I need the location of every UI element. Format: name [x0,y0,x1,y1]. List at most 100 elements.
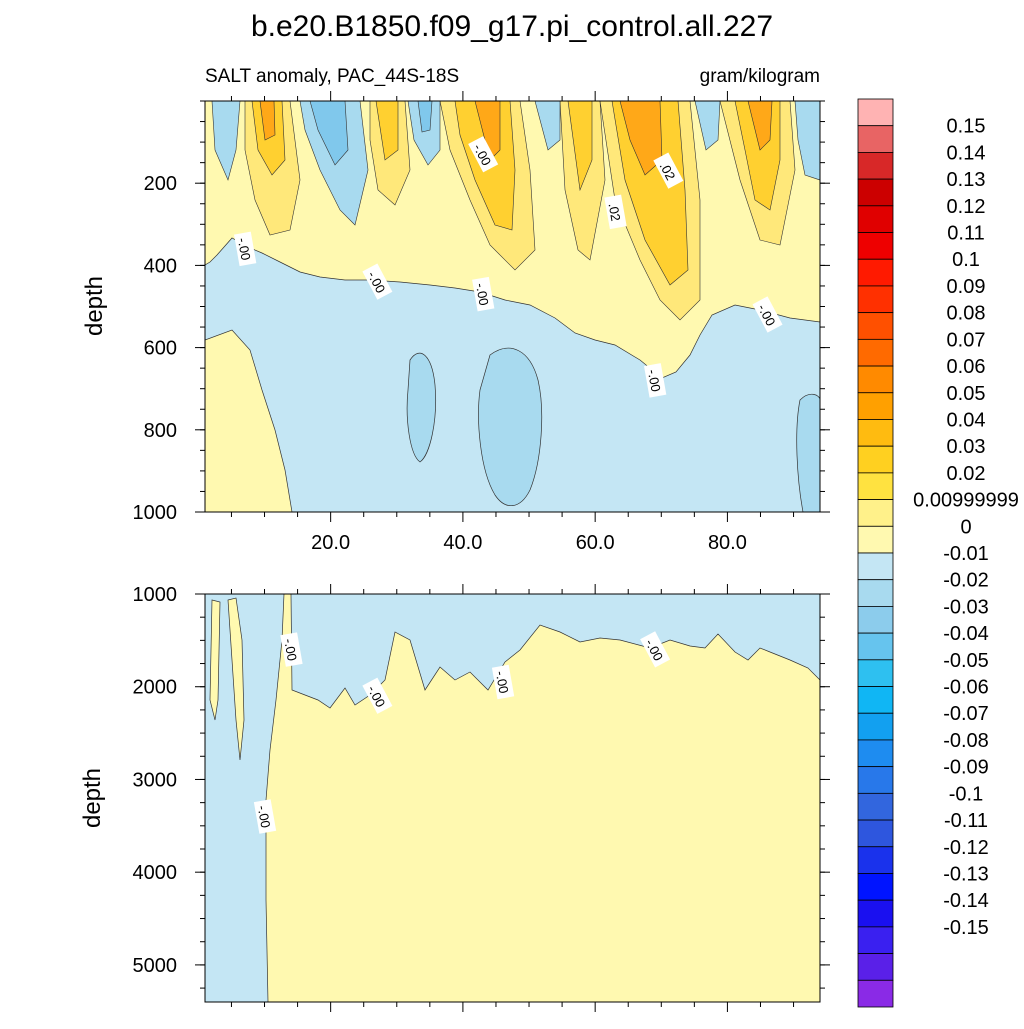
colorbar-label: 0.15 [947,116,986,138]
contour-label-text: .02 [606,202,624,222]
y-tick-label: 5000 [133,955,178,977]
colorbar-swatch [857,953,894,981]
colorbar-label: 0.09 [947,276,986,298]
colorbar-label: -0.13 [943,863,989,885]
colorbar-swatch [857,873,894,901]
y-tick-label: 3000 [133,769,178,791]
lower-negative-region [205,594,820,1002]
contour-label-box [640,631,671,668]
y-tick-label: 1000 [133,502,178,524]
upper-ylabel: depth [81,276,108,336]
contour-label: -.00 [234,231,257,267]
colorbar-label: -0.15 [943,917,989,939]
lower-contour-field [205,594,820,1002]
subtitle-left: SALT anomaly, PAC_44S-18S [205,66,459,87]
y-tick-label: 400 [144,255,177,277]
colorbar-label: -0.09 [943,757,989,779]
upper-west-positive [205,329,293,512]
contour-label-text: -.00 [473,282,492,307]
contour-label: .02 [604,194,627,230]
colorbar-swatch [857,232,894,260]
colorbar-swatch [857,846,894,874]
colorbar-swatch [857,712,894,741]
lower-west-positive-sliver-2 [227,597,245,761]
upper-contour-field [205,101,820,512]
contour-label-text: -.00 [235,237,254,262]
colorbar-swatch [857,445,894,474]
upper-negative-plumes [211,101,820,226]
lower-frame [204,593,821,1003]
lower-ticks: 1000 2000 3000 4000 5000 [133,584,830,1012]
colorbar-swatch [857,312,894,340]
colorbar: 0.15 0.14 0.13 0.12 0.11 0.1 0.09 0.08 0.07 0.06 0… [857,98,1019,1008]
colorbar-label: -0.04 [943,623,989,645]
y-tick-label: 4000 [133,862,178,884]
contour-label: -.00 [472,276,495,312]
contour-label-box [234,231,257,267]
colorbar-label: -0.02 [943,570,989,592]
contour-label-text: .02 [657,160,679,183]
x-tick-label: 60.0 [576,532,615,554]
contour-label-box [653,152,684,189]
colorbar-swatch [857,499,894,527]
colorbar-label: 0.02 [947,463,986,485]
colorbar-swatch [857,258,894,287]
upper-negative-blob-1 [406,353,436,463]
colorbar-swatch [857,338,894,367]
figure-title: b.e20.B1850.f09_g17.pi_control.all.227 [251,10,773,43]
x-tick-label: 40.0 [443,532,482,554]
colorbar-label: 0.00999999 [913,490,1019,512]
colorbar-swatch [857,205,894,233]
colorbar-swatch [857,178,894,207]
upper-positive-plumes [244,101,796,321]
contour-label-box [362,263,393,300]
upper-negative-blob-2 [478,347,543,506]
colorbar-swatch [857,606,894,634]
colorbar-label: -0.1 [949,783,983,805]
y-tick-label: 2000 [133,677,178,699]
colorbar-label: 0 [960,516,971,538]
colorbar-swatch [857,926,894,954]
colorbar-label: 0.13 [947,169,986,191]
contour-label: -.00 [644,363,667,398]
colorbar-swatch [857,125,894,153]
colorbar-swatch [857,552,894,581]
x-tick-label: 80.0 [708,532,747,554]
colorbar-swatch [857,659,894,687]
colorbar-label: 0.12 [947,196,986,218]
contour-label-text: -.00 [493,670,512,695]
colorbar-swatch [857,632,894,661]
colorbar-label: -0.14 [943,890,989,912]
colorbar-swatch [857,472,894,500]
colorbar-label: 0.03 [947,436,986,458]
colorbar-swatch [857,766,894,794]
contour-label: -.00 [491,664,515,700]
contour-label: -.00 [253,799,277,834]
upper-panel: 200 400 600 800 1000 20.0 40.0 60.0 80.0 -.00 -.0… [81,91,830,554]
lower-ylabel: depth [79,768,106,828]
lower-west-positive-sliver [209,599,221,721]
colorbar-label: -0.03 [943,596,989,618]
colorbar-swatch [857,739,894,768]
colorbar-label: -0.07 [943,703,989,725]
colorbar-label: -0.12 [943,837,989,859]
contour-label-box [604,194,627,230]
colorbar-swatch [857,819,894,848]
contour-label-box [644,363,667,398]
colorbar-swatch [857,152,894,180]
colorbar-swatch [857,285,894,314]
contour-label-box [468,136,499,173]
colorbar-label: 0.06 [947,356,986,378]
contour-label: .02 [653,152,684,189]
colorbar-label: -0.05 [943,650,989,672]
colorbar-label: -0.06 [943,677,989,699]
colorbar-label: -0.11 [944,810,988,832]
contour-label-text: -.00 [281,637,300,662]
colorbar-label: 0.07 [947,329,986,351]
contour-label-box [362,677,393,714]
colorbar-swatch [857,365,894,394]
colorbar-swatch [857,792,894,821]
y-tick-label: 800 [144,420,177,442]
upper-negative-blob-3 [796,393,820,512]
